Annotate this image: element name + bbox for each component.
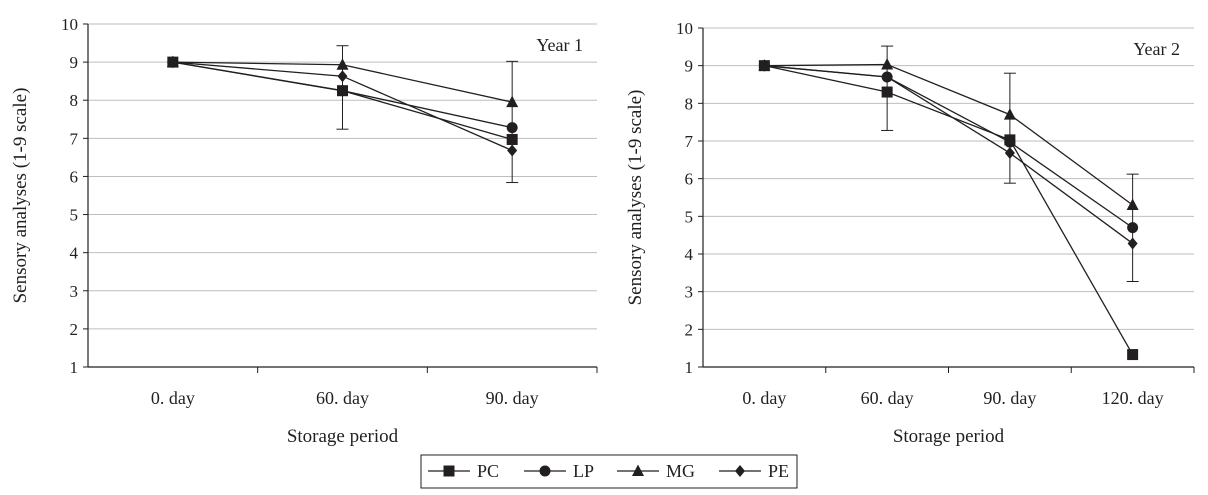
data-point-pe bbox=[167, 56, 178, 69]
legend-item-pc: PC bbox=[428, 461, 499, 481]
chart-year-2: 1 2 3 4 5 6 7 8 9 10 0. day 60. day 90. day 120. day S… bbox=[625, 19, 1195, 447]
data-point-pe bbox=[507, 144, 518, 157]
y-tick-label: 6 bbox=[685, 170, 694, 189]
legend: PC LP MG PE bbox=[420, 454, 798, 489]
x-tick-label: 60. day bbox=[316, 388, 369, 408]
y-tick-label: 2 bbox=[70, 320, 79, 339]
x-tick-label: 60. day bbox=[861, 388, 914, 408]
x-tick-label: 120. day bbox=[1102, 388, 1164, 408]
data-point-lp bbox=[337, 85, 348, 97]
y-tick-label: 3 bbox=[70, 282, 79, 301]
data-point-pc bbox=[1127, 349, 1139, 361]
legend-label: LP bbox=[573, 461, 594, 481]
chart-year-1: 1 2 3 4 5 6 7 8 9 10 0. day 60. day 90. day Storage p… bbox=[10, 15, 598, 447]
data-point-lp bbox=[506, 122, 518, 134]
legend-item-mg: MG bbox=[617, 461, 695, 481]
x-axis-label: Storage period bbox=[893, 426, 1005, 447]
data-point-lp bbox=[1127, 222, 1139, 234]
data-point-mg bbox=[1126, 198, 1139, 211]
data-point-pe bbox=[882, 70, 893, 83]
legend-label: PC bbox=[477, 461, 499, 481]
y-tick-label: 10 bbox=[676, 19, 693, 38]
series-lp bbox=[758, 60, 1139, 234]
chart-title: Year 1 bbox=[536, 35, 583, 55]
data-point-pc bbox=[881, 86, 893, 98]
y-tick-label: 1 bbox=[685, 358, 694, 377]
y-tick-label: 4 bbox=[70, 244, 79, 263]
error-bar bbox=[1003, 72, 1016, 184]
data-point-mg bbox=[336, 58, 349, 70]
y-tick-label: 1 bbox=[70, 358, 79, 377]
y-tick-label: 7 bbox=[685, 132, 694, 151]
diamond-icon bbox=[735, 465, 745, 477]
series-lp bbox=[167, 56, 518, 134]
data-point-pc bbox=[506, 133, 518, 145]
series-pe bbox=[167, 56, 518, 157]
legend-label: MG bbox=[666, 461, 695, 481]
data-point-lp bbox=[1004, 136, 1016, 148]
y-tick-label: 5 bbox=[685, 207, 694, 226]
legend-label: PE bbox=[768, 461, 789, 481]
y-tick-label: 8 bbox=[685, 94, 694, 113]
data-point-pe bbox=[759, 59, 770, 72]
y-tick-label: 9 bbox=[70, 53, 79, 72]
x-tick-label: 0. day bbox=[742, 388, 786, 408]
triangle-icon bbox=[632, 464, 644, 476]
y-tick-label: 8 bbox=[70, 91, 79, 110]
y-axis-label: Sensory analyses (1-9 scale) bbox=[625, 90, 646, 306]
legend-item-lp: LP bbox=[524, 461, 594, 481]
y-tick-label: 3 bbox=[685, 283, 694, 302]
legend-item-pe: PE bbox=[719, 461, 789, 481]
data-point-pe bbox=[1127, 237, 1138, 250]
y-tick-label: 2 bbox=[685, 320, 694, 339]
data-point-mg bbox=[1003, 108, 1016, 120]
x-tick-label: 90. day bbox=[486, 388, 539, 408]
x-tick-label: 90. day bbox=[983, 388, 1036, 408]
x-axis-label: Storage period bbox=[287, 426, 399, 447]
y-tick-label: 9 bbox=[685, 57, 694, 76]
y-axis-label: Sensory analyses (1-9 scale) bbox=[10, 88, 31, 304]
series-pc bbox=[758, 60, 1139, 361]
data-point-mg bbox=[881, 58, 894, 70]
data-point-pe bbox=[337, 70, 348, 83]
chart-title: Year 2 bbox=[1133, 39, 1180, 59]
series-line bbox=[764, 65, 1134, 355]
y-tick-label: 4 bbox=[685, 245, 694, 264]
series-pe bbox=[759, 59, 1138, 250]
series-line bbox=[764, 63, 1134, 206]
y-tick-label: 6 bbox=[70, 167, 79, 186]
series-mg bbox=[758, 58, 1139, 211]
circle-icon bbox=[539, 465, 551, 477]
series-line bbox=[764, 65, 1134, 244]
square-icon bbox=[443, 465, 455, 477]
x-tick-label: 0. day bbox=[151, 388, 195, 408]
y-tick-label: 5 bbox=[70, 206, 79, 225]
y-tick-label: 10 bbox=[61, 15, 78, 34]
y-tick-label: 7 bbox=[70, 129, 79, 148]
data-point-mg bbox=[506, 95, 519, 108]
error-bar bbox=[506, 60, 519, 184]
data-point-pe bbox=[1004, 147, 1015, 160]
